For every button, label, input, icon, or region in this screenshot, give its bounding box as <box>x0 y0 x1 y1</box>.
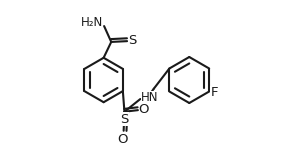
Text: S: S <box>120 112 129 125</box>
Text: O: O <box>139 103 149 116</box>
Text: S: S <box>128 34 136 47</box>
Text: F: F <box>210 86 218 99</box>
Text: HN: HN <box>141 91 159 104</box>
Text: H₂N: H₂N <box>81 16 103 29</box>
Text: O: O <box>118 133 128 146</box>
